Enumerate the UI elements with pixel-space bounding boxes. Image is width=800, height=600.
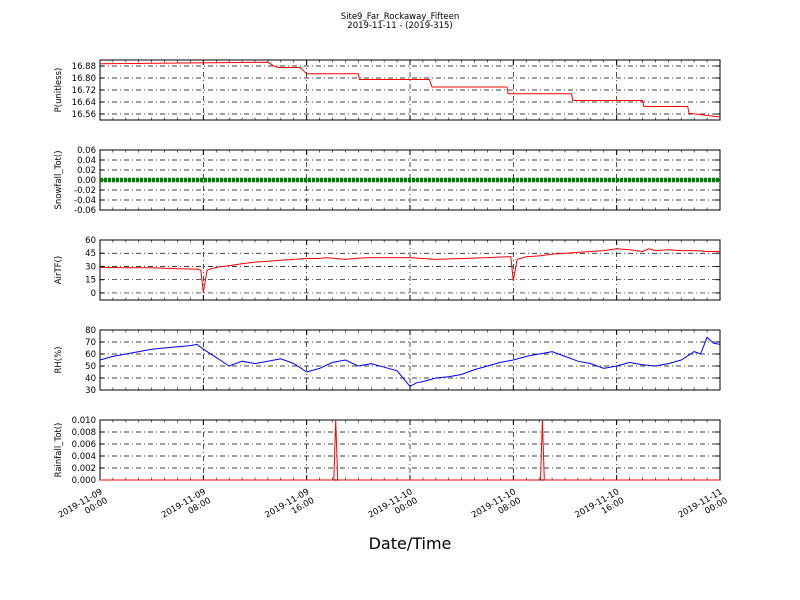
panel-3-y-tick-label: 70 <box>85 338 96 348</box>
panel-3-y-tick-label: 50 <box>85 362 96 372</box>
panel-1-y-tick-label: -0.06 <box>74 206 96 216</box>
panel-3-y-axis-label: RH(%) <box>54 346 64 373</box>
panel-2-y-tick-label: 60 <box>85 236 96 246</box>
panel-2-y-tick-label: 45 <box>85 249 96 259</box>
panel-1-y-tick-label: 0.00 <box>77 176 96 186</box>
panel-1-y-tick-label: 0.04 <box>77 156 96 166</box>
panel-4-y-tick-label: 0.008 <box>72 428 96 438</box>
panel-0-y-tick-label: 16.64 <box>72 98 96 108</box>
panel-4-y-tick-label: 0.006 <box>72 440 96 450</box>
panel-4-y-tick-label: 0.010 <box>72 416 96 426</box>
panel-3-y-tick-label: 30 <box>85 386 96 396</box>
panel-0-y-tick-label: 16.80 <box>72 74 96 84</box>
panel-1-y-tick-label: 0.06 <box>77 146 96 156</box>
panel-3-y-tick-label: 60 <box>85 350 96 360</box>
chart-title: Site9_Far_Rockaway_Fifteen <box>340 12 460 22</box>
panel-4-y-tick-label: 0.002 <box>72 464 96 474</box>
panel-4-y-tick-label: 0.000 <box>72 476 96 486</box>
panel-1-y-tick-label: -0.02 <box>74 186 96 196</box>
panel-2-y-axis-label: AirTF() <box>54 256 64 284</box>
chart-subtitle: 2019-11-11 - (2019-315) <box>347 21 453 31</box>
panel-0-y-axis-label: P(unitless) <box>54 68 64 113</box>
panel-2-series-line <box>99 248 720 293</box>
panel-0-y-tick-label: 16.88 <box>72 62 96 72</box>
panel-3-y-tick-label: 40 <box>85 374 96 384</box>
panel-0-series-line <box>99 61 721 118</box>
panel-2-y-tick-label: 30 <box>85 262 96 272</box>
panel-3-series-line <box>99 336 721 388</box>
panel-3-y-tick-label: 80 <box>85 326 96 336</box>
panel-0-y-tick-label: 16.56 <box>72 110 96 120</box>
x-axis-title: Date/Time <box>368 534 452 553</box>
panel-0-y-tick-label: 16.72 <box>72 86 96 96</box>
panel-4-y-axis-label: Rainfall_Tot() <box>54 423 64 478</box>
panel-1-y-tick-label: 0.02 <box>77 166 96 176</box>
panel-2-y-tick-label: 0 <box>91 289 96 299</box>
panel-1-y-tick-label: -0.04 <box>74 196 96 206</box>
panel-4-y-tick-label: 0.004 <box>72 452 96 462</box>
panel-2-y-tick-label: 15 <box>85 276 96 286</box>
panel-4-series-line <box>100 419 720 481</box>
panel-1-y-axis-label: Snowfall_Tot() <box>54 150 64 209</box>
